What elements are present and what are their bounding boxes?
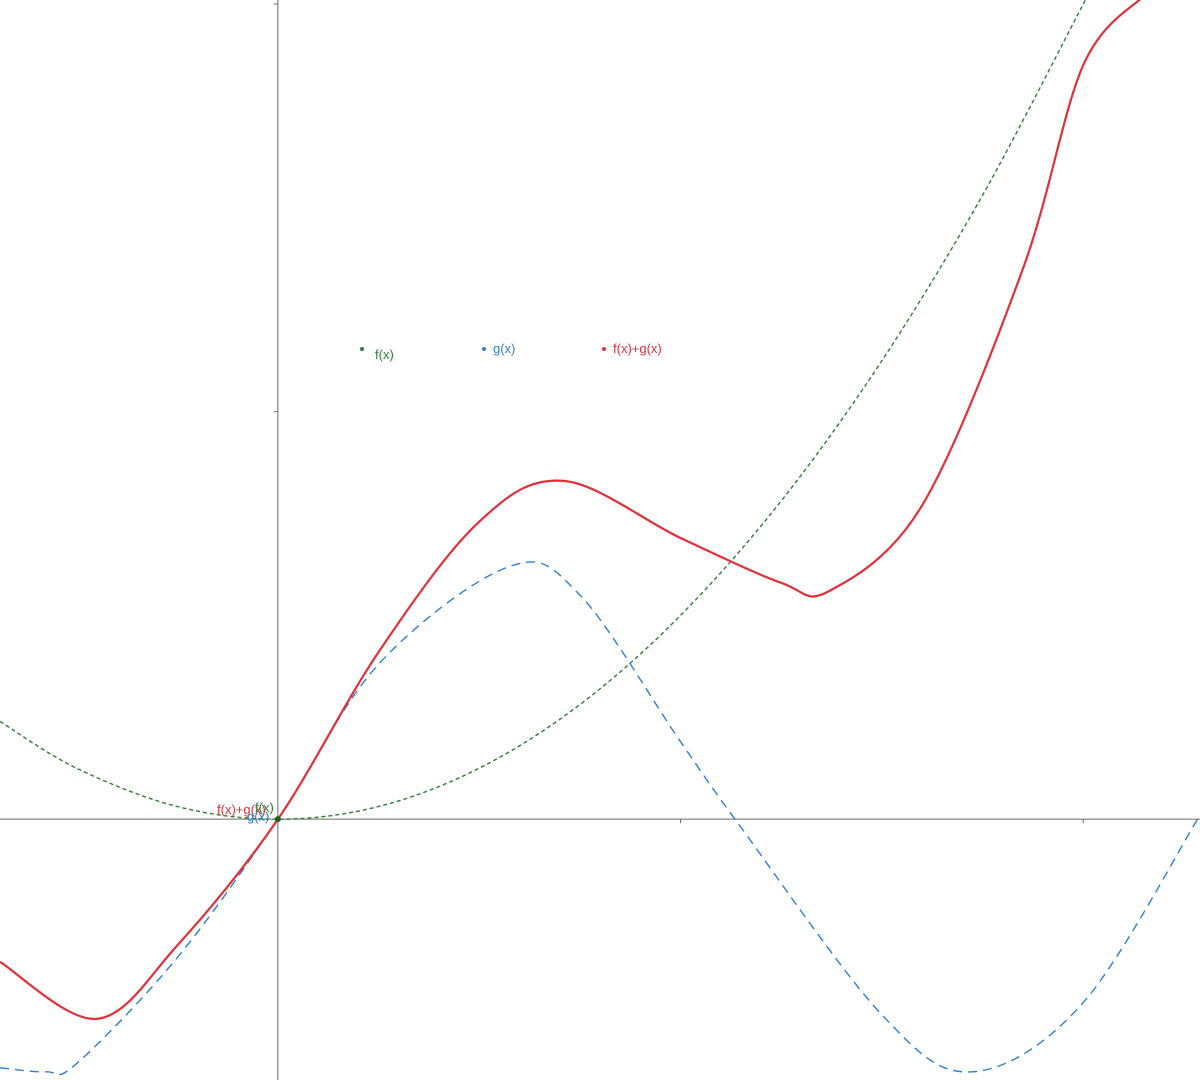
origin-label-1: f(x) [255, 800, 274, 815]
series-0-line [0, 0, 1087, 820]
legend: f(x) g(x) f(x)+g(x) [360, 341, 662, 362]
legend-label-2: f(x)+g(x) [613, 341, 662, 356]
origin-markers: f(x)+g(x)f(x)g(x) [217, 800, 281, 824]
origin-label-0: f(x)+g(x) [217, 802, 266, 817]
series-1-line [0, 561, 1200, 1076]
legend-dot-1 [482, 347, 486, 351]
legend-dot-0 [360, 347, 364, 351]
origin-label-2: g(x) [247, 809, 269, 824]
legend-dot-2 [602, 347, 606, 351]
legend-label-1: g(x) [493, 341, 515, 356]
origin-point[interactable] [274, 816, 281, 823]
series-2-line [0, 0, 1142, 1021]
legend-label-0: f(x) [375, 347, 394, 362]
